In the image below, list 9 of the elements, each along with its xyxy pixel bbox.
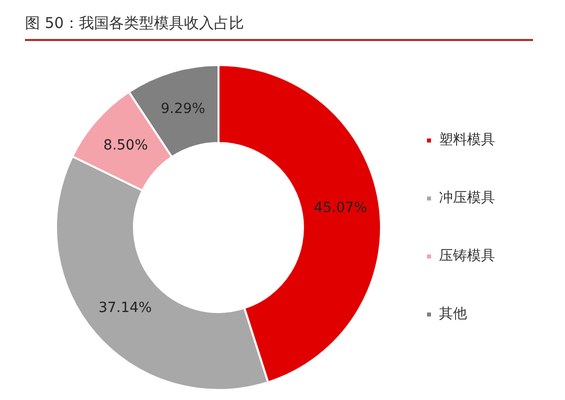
data-label: 37.14% xyxy=(98,300,152,316)
chart-title: 图 50：我国各类型模具收入占比 xyxy=(25,14,533,41)
data-label: 45.07% xyxy=(314,200,368,216)
legend-label: 塑料模具 xyxy=(439,132,495,148)
data-label: 9.29% xyxy=(160,100,206,117)
legend-label: 冲压模具 xyxy=(439,190,495,206)
legend-label: 其他 xyxy=(439,306,467,322)
data-label: 8.50% xyxy=(103,138,148,154)
legend-label: 压铸模具 xyxy=(439,248,495,264)
